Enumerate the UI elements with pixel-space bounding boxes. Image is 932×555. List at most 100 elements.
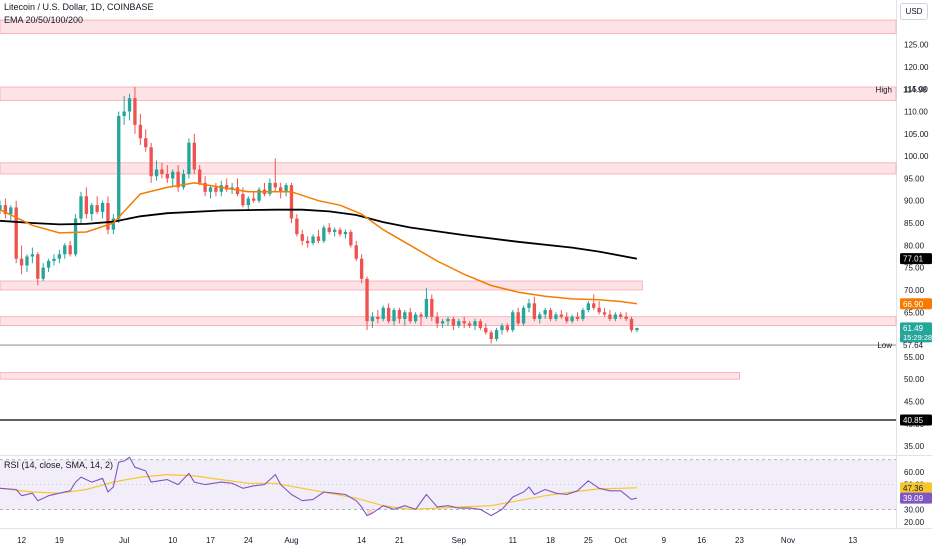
candle-body[interactable] bbox=[386, 307, 391, 322]
candle-body[interactable] bbox=[0, 205, 2, 210]
candle-body[interactable] bbox=[316, 236, 321, 241]
candle-body[interactable] bbox=[279, 187, 283, 192]
candle-body[interactable] bbox=[467, 323, 472, 326]
candle-body[interactable] bbox=[592, 303, 596, 308]
candle-body[interactable] bbox=[548, 310, 553, 319]
candle-body[interactable] bbox=[73, 218, 78, 255]
candle-body[interactable] bbox=[473, 321, 477, 326]
candle-body[interactable] bbox=[635, 327, 639, 331]
candle-body[interactable] bbox=[478, 321, 483, 328]
candle-body[interactable] bbox=[79, 196, 83, 219]
candle-body[interactable] bbox=[144, 138, 148, 148]
candle-body[interactable] bbox=[138, 124, 143, 139]
candle-body[interactable] bbox=[208, 187, 213, 192]
candle-body[interactable] bbox=[36, 254, 40, 279]
candle-body[interactable] bbox=[268, 182, 272, 195]
candle-body[interactable] bbox=[25, 256, 29, 266]
candle-body[interactable] bbox=[602, 312, 607, 315]
candle-body[interactable] bbox=[505, 325, 510, 331]
candle-body[interactable] bbox=[57, 254, 62, 259]
zone-rect-3[interactable] bbox=[0, 280, 643, 291]
zone-rect-2[interactable] bbox=[0, 162, 897, 175]
candle-body[interactable] bbox=[575, 316, 580, 319]
candle-body[interactable] bbox=[84, 196, 89, 215]
candle-body[interactable] bbox=[30, 254, 35, 257]
candle-body[interactable] bbox=[289, 185, 294, 219]
candle-body[interactable] bbox=[554, 314, 558, 319]
candle-body[interactable] bbox=[489, 332, 493, 340]
ema-indicator-label[interactable]: EMA 20/50/100/200 bbox=[4, 15, 84, 25]
candle-body[interactable] bbox=[14, 207, 18, 259]
candle-body[interactable] bbox=[305, 240, 310, 244]
candle-body[interactable] bbox=[559, 314, 564, 317]
candle-body[interactable] bbox=[9, 207, 13, 215]
candle-body[interactable] bbox=[500, 325, 504, 331]
candle-body[interactable] bbox=[570, 316, 574, 322]
candle-body[interactable] bbox=[613, 314, 617, 319]
candle-body[interactable] bbox=[122, 111, 126, 116]
candle-body[interactable] bbox=[619, 314, 623, 317]
candle-body[interactable] bbox=[327, 227, 331, 232]
candle-body[interactable] bbox=[95, 205, 99, 212]
candle-body[interactable] bbox=[338, 229, 342, 235]
candle-body[interactable] bbox=[198, 169, 202, 183]
candle-body[interactable] bbox=[165, 173, 169, 179]
candle-body[interactable] bbox=[381, 307, 385, 319]
candle-body[interactable] bbox=[192, 142, 196, 170]
candle-body[interactable] bbox=[462, 321, 466, 324]
candle-body[interactable] bbox=[160, 169, 164, 174]
candle-body[interactable] bbox=[354, 245, 358, 259]
candle-body[interactable] bbox=[629, 318, 634, 331]
candle-body[interactable] bbox=[494, 330, 499, 340]
candle-body[interactable] bbox=[511, 312, 515, 331]
candle-body[interactable] bbox=[538, 314, 542, 319]
candle-body[interactable] bbox=[225, 185, 229, 190]
candle-body[interactable] bbox=[154, 169, 159, 177]
candle-body[interactable] bbox=[332, 229, 337, 232]
candle-body[interactable] bbox=[527, 303, 531, 308]
candle-body[interactable] bbox=[106, 202, 110, 230]
candle-body[interactable] bbox=[241, 194, 245, 206]
candle-body[interactable] bbox=[176, 171, 180, 188]
candle-body[interactable] bbox=[187, 142, 191, 174]
candle-body[interactable] bbox=[295, 218, 299, 235]
candle-body[interactable] bbox=[100, 202, 105, 212]
candle-body[interactable] bbox=[203, 182, 207, 192]
candle-body[interactable] bbox=[19, 258, 24, 266]
candle-body[interactable] bbox=[608, 314, 612, 319]
candle-body[interactable] bbox=[311, 236, 315, 244]
candle-body[interactable] bbox=[300, 234, 304, 241]
candle-body[interactable] bbox=[376, 316, 380, 319]
candle-body[interactable] bbox=[181, 173, 186, 188]
candle-body[interactable] bbox=[63, 245, 67, 255]
candle-body[interactable] bbox=[214, 187, 218, 192]
candle-body[interactable] bbox=[111, 218, 116, 230]
candle-body[interactable] bbox=[413, 314, 418, 322]
candle-body[interactable] bbox=[543, 310, 547, 315]
zone-rect-1[interactable] bbox=[0, 86, 897, 101]
candle-body[interactable] bbox=[484, 327, 488, 333]
candle-body[interactable] bbox=[219, 185, 223, 192]
candle-body[interactable] bbox=[624, 316, 628, 319]
candle-body[interactable] bbox=[581, 310, 585, 319]
candle-body[interactable] bbox=[403, 312, 407, 319]
rsi-line[interactable] bbox=[0, 456, 638, 517]
candle-body[interactable] bbox=[349, 231, 353, 246]
candle-body[interactable] bbox=[440, 321, 445, 324]
candle-body[interactable] bbox=[149, 147, 153, 177]
candle-body[interactable] bbox=[171, 171, 175, 179]
zone-rect-0[interactable] bbox=[0, 19, 897, 34]
candle-body[interactable] bbox=[127, 98, 132, 112]
rsi-indicator-label[interactable]: RSI (14, close, SMA, 14, 2) bbox=[4, 460, 114, 470]
candle-body[interactable] bbox=[446, 318, 450, 322]
zone-rect-5[interactable] bbox=[0, 372, 740, 380]
candle-body[interactable] bbox=[424, 298, 429, 317]
candle-body[interactable] bbox=[365, 278, 369, 322]
ema-fast-line[interactable] bbox=[0, 182, 638, 305]
candle-body[interactable] bbox=[246, 198, 250, 206]
candle-body[interactable] bbox=[90, 205, 94, 215]
candle-body[interactable] bbox=[516, 312, 520, 324]
candle-body[interactable] bbox=[451, 318, 456, 326]
